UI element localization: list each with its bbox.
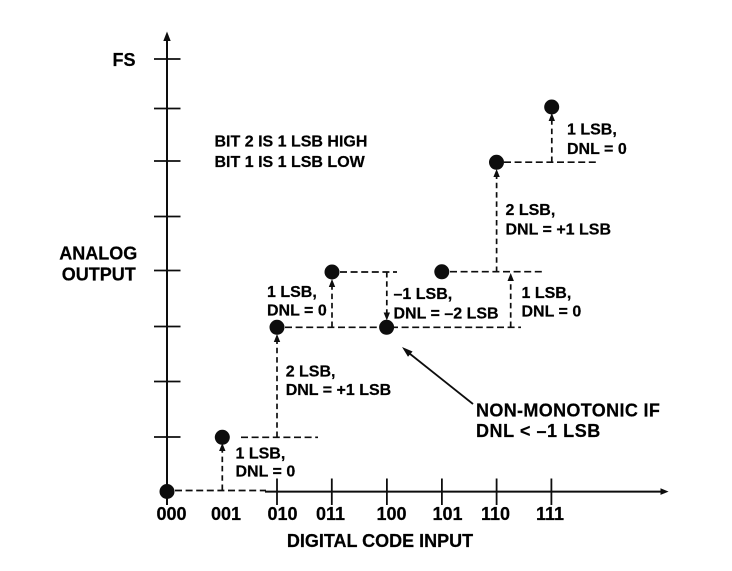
svg-text:DNL = +1 LSB: DNL = +1 LSB — [506, 221, 612, 238]
svg-text:2 LSB,: 2 LSB, — [286, 363, 336, 380]
svg-text:DIGITAL CODE INPUT: DIGITAL CODE INPUT — [287, 531, 473, 551]
svg-text:010: 010 — [267, 504, 297, 524]
svg-text:DNL = 0: DNL = 0 — [567, 141, 627, 158]
svg-text:DNL = –2 LSB: DNL = –2 LSB — [394, 306, 499, 323]
svg-text:BIT 2 IS 1 LSB HIGH: BIT 2 IS 1 LSB HIGH — [215, 134, 368, 151]
svg-text:001: 001 — [211, 504, 241, 524]
svg-text:2 LSB,: 2 LSB, — [506, 202, 556, 219]
svg-text:BIT 1 IS 1 LSB LOW: BIT 1 IS 1 LSB LOW — [215, 154, 366, 171]
svg-text:111: 111 — [536, 504, 564, 524]
svg-text:–1 LSB,: –1 LSB, — [394, 286, 453, 303]
svg-text:DNL < –1 LSB: DNL < –1 LSB — [476, 421, 601, 441]
svg-text:1 LSB,: 1 LSB, — [522, 285, 572, 302]
svg-text:100: 100 — [376, 504, 406, 524]
svg-text:110: 110 — [481, 504, 510, 524]
svg-text:FS: FS — [112, 50, 135, 70]
svg-text:1 LSB,: 1 LSB, — [267, 284, 317, 301]
svg-text:000: 000 — [156, 504, 186, 524]
svg-text:NON-MONOTONIC IF: NON-MONOTONIC IF — [476, 401, 660, 421]
svg-text:ANALOG: ANALOG — [59, 243, 137, 263]
svg-text:DNL = 0: DNL = 0 — [236, 463, 296, 480]
svg-text:101: 101 — [432, 504, 462, 524]
svg-text:OUTPUT: OUTPUT — [62, 264, 136, 284]
svg-text:DNL = 0: DNL = 0 — [267, 303, 327, 320]
svg-text:1 LSB,: 1 LSB, — [236, 445, 286, 462]
svg-text:DNL = 0: DNL = 0 — [522, 304, 582, 321]
svg-text:DNL = +1 LSB: DNL = +1 LSB — [286, 382, 392, 399]
svg-text:011: 011 — [316, 504, 345, 524]
svg-text:1 LSB,: 1 LSB, — [567, 122, 617, 139]
